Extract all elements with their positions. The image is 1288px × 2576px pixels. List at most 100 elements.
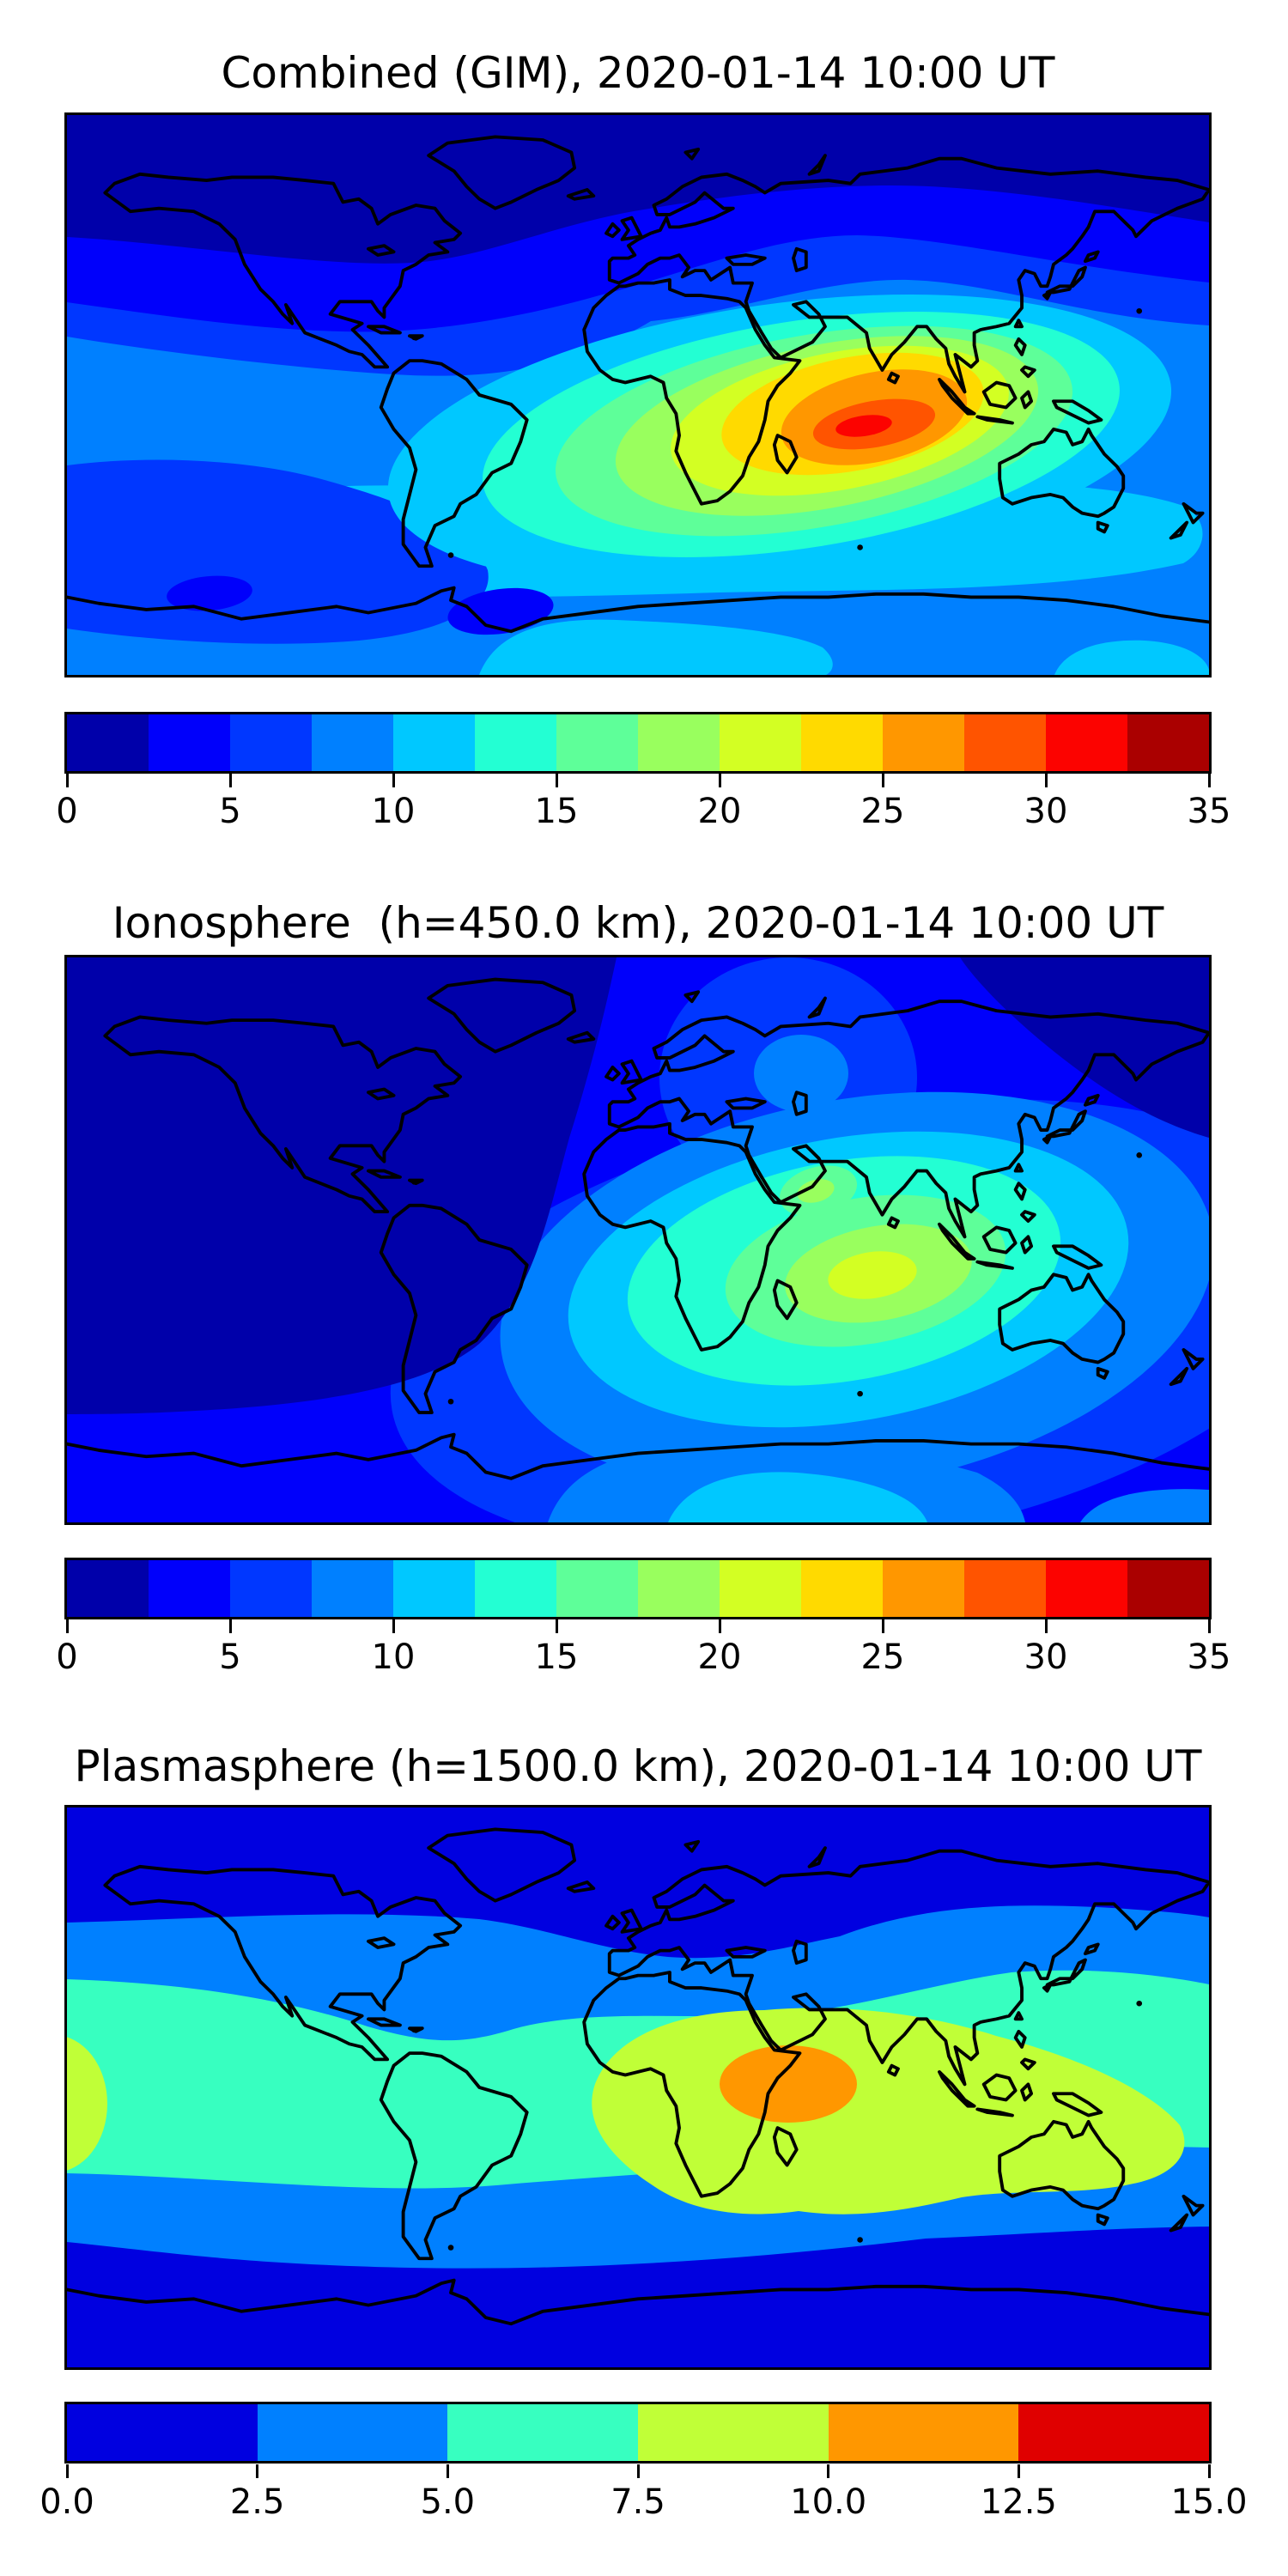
colorbar-tick-mark	[65, 1619, 69, 1633]
colorbar-tick-mark	[65, 2464, 69, 2478]
colorbar-segment	[638, 2404, 829, 2461]
coastline-path	[975, 1260, 1014, 1270]
colorbar-combined-ticks	[65, 774, 1211, 787]
colorbar-plasmasphere-ticks	[65, 2464, 1211, 2478]
coastlines	[67, 977, 1209, 1480]
colorbar-tick-mark	[65, 774, 69, 787]
coastline-path	[67, 1432, 1209, 1480]
map-plasmasphere	[64, 1805, 1212, 2370]
colorbar-tick-mark	[446, 2464, 449, 2478]
colorbar-tick-mark	[1207, 1619, 1211, 1633]
colorbar-segment	[67, 1560, 149, 1617]
coastline-path	[379, 359, 529, 568]
colorbar-plasmasphere-fill	[67, 2404, 1210, 2461]
coastline-path	[772, 434, 799, 475]
map-ionosphere	[64, 955, 1212, 1525]
coastline-path	[67, 2278, 1209, 2326]
coastline-path	[981, 380, 1018, 410]
coastline-path	[998, 427, 1126, 519]
coastline-path	[103, 172, 463, 369]
island-dot	[447, 2245, 454, 2251]
coastline-path	[1042, 1134, 1053, 1145]
colorbar-tick-mark	[392, 1619, 395, 1633]
coastline-path	[620, 216, 643, 241]
coastline-path	[1083, 1942, 1100, 1956]
colorbar-segment	[1127, 1560, 1209, 1617]
coastline-path	[886, 1216, 900, 1230]
colorbar-tick-mark	[1044, 1619, 1048, 1633]
colorbar-combined	[64, 712, 1212, 774]
coastline-path	[1042, 1983, 1053, 1993]
colorbar-tick-label: 15	[534, 792, 579, 831]
coastline-path	[620, 1059, 643, 1085]
colorbar-segment	[67, 2404, 258, 2461]
coastline-path	[1182, 501, 1205, 525]
colorbar-tick-mark	[1207, 774, 1211, 787]
colorbar-tick-label: 5	[219, 1637, 241, 1677]
coastline-path	[1013, 2011, 1024, 2021]
island-dot	[857, 2237, 863, 2243]
coastline-path	[367, 244, 396, 257]
colorbar-segment	[312, 714, 393, 771]
coastline-path	[1182, 2194, 1205, 2217]
coastline-path	[1052, 399, 1103, 425]
coastline-path	[1052, 2092, 1103, 2117]
colorbar-ionosphere-ticks	[65, 1619, 1211, 1633]
contour-band	[828, 1251, 917, 1299]
island-dot	[447, 1398, 454, 1405]
coastline-path	[772, 2126, 799, 2167]
coastline-path	[1020, 1235, 1034, 1255]
map-combined-gim	[64, 112, 1212, 677]
contour-band	[668, 1472, 927, 1522]
coastline-path	[1020, 365, 1036, 379]
coastline-path	[582, 1971, 802, 2198]
coastline-path	[1052, 1244, 1103, 1270]
coastline-path	[607, 999, 1209, 1239]
colorbar-segment	[638, 714, 720, 771]
coastline-path	[1096, 1366, 1109, 1380]
colorbar-segment	[556, 1560, 638, 1617]
coastline-path	[103, 1015, 463, 1214]
coastline-path	[683, 147, 701, 161]
island-dot	[1136, 1152, 1143, 1158]
colorbar-segment	[1046, 714, 1127, 771]
coastline-path	[807, 1846, 827, 1868]
coastline-path	[886, 371, 900, 385]
coastline-path	[582, 1121, 802, 1352]
coastline-path	[1042, 290, 1053, 301]
contour-map-canvas	[67, 115, 1209, 675]
coastline-path	[1169, 520, 1189, 540]
coastline-path	[792, 246, 808, 273]
colorbar-ionosphere-fill	[67, 1560, 1209, 1617]
colorbar-segment	[1046, 1560, 1127, 1617]
colorbar-combined-labels: 0 5 10 15 20 25 30 35	[56, 792, 1230, 835]
colorbar-tick-mark	[1017, 2464, 1020, 2478]
colorbar-tick-mark	[718, 1619, 721, 1633]
colorbar-segment	[720, 714, 801, 771]
coastline-path	[605, 1066, 621, 1082]
colorbar-tick-mark	[392, 774, 395, 787]
coastline-path	[807, 154, 827, 176]
colorbar-tick-mark	[228, 1619, 232, 1633]
coastline-path	[103, 1864, 463, 2062]
colorbar-tick-label: 30	[1024, 1637, 1068, 1677]
colorbar-tick-label: 15	[534, 1637, 579, 1677]
colorbar-tick-mark	[256, 2464, 259, 2478]
colorbar-tick-label: 20	[697, 1637, 742, 1677]
colorbar-tick-label: 5.0	[420, 2482, 476, 2522]
coastline-path	[427, 1827, 577, 1903]
coastline-path	[975, 2107, 1014, 2117]
contour-band	[720, 2045, 857, 2123]
colorbar-segment	[801, 1560, 883, 1617]
colorbar-tick-label: 0.0	[39, 2482, 94, 2522]
colorbar-tick-label: 20	[697, 792, 742, 831]
coastline-path	[886, 2063, 900, 2077]
panel-title-combined: Combined (GIM), 2020-01-14 10:00 UT	[221, 48, 1055, 98]
coastline-path	[379, 1203, 529, 1414]
colorbar-segment	[257, 2404, 448, 2461]
coastline-path	[975, 415, 1014, 425]
coastline-path	[1013, 319, 1024, 329]
colorbar-tick-label: 10.0	[790, 2482, 867, 2522]
coastline-path	[620, 1908, 643, 1934]
coastline-path	[938, 377, 976, 416]
